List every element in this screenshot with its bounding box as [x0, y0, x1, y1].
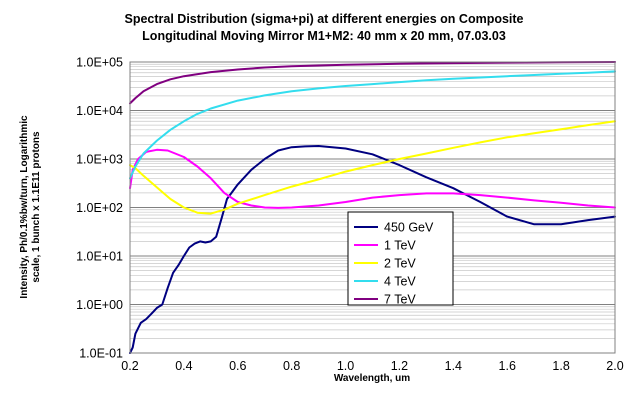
y-tick-label: 1.0E+00 [76, 298, 123, 312]
y-tick-label: 1.0E-01 [79, 347, 123, 361]
x-tick-label: 1.6 [499, 359, 516, 373]
y-tick-label: 1.0E+02 [76, 201, 123, 215]
y-axis-title-line-1: Intensity, Ph/0.1%bw/turn, Logarithmic [19, 115, 30, 299]
x-tick-label: 1.4 [445, 359, 462, 373]
series-line [129, 61, 616, 105]
legend: 450 GeV 1 TeV 2 TeV 4 TeV 7 TeV [347, 211, 454, 307]
x-tick-label: 1.0 [337, 359, 354, 373]
chart-title-line-1: Spectral Distribution (sigma+pi) at diff… [124, 12, 523, 26]
x-tick-label: 0.8 [283, 359, 300, 373]
legend-label: 4 TeV [384, 275, 416, 289]
legend-label: 450 GeV [384, 221, 434, 235]
x-axis-tick-labels: 0.2 0.4 0.6 0.8 1.0 1.2 1.4 1.6 1.8 2.0 [121, 359, 623, 373]
x-tick-label: 0.6 [229, 359, 246, 373]
y-tick-label: 1.0E+03 [76, 153, 123, 167]
legend-label: 7 TeV [384, 293, 416, 307]
series-lines [129, 61, 616, 354]
series-line [129, 145, 616, 354]
y-tick-label: 1.0E+05 [76, 56, 123, 70]
y-axis-title-line-2: scale, 1 bunch x 1.1E11 protons [31, 131, 42, 283]
x-tick-label: 1.2 [391, 359, 408, 373]
x-tick-label: 0.4 [175, 359, 192, 373]
legend-label: 1 TeV [384, 239, 416, 253]
series-line [129, 120, 616, 215]
x-tick-label: 1.8 [552, 359, 569, 373]
series-line [129, 70, 616, 180]
y-axis-tick-labels: 1.0E+05 1.0E+04 1.0E+03 1.0E+02 1.0E+01 1.0E+… [76, 56, 123, 361]
legend-label: 2 TeV [384, 257, 416, 271]
x-axis-title: Wavelength, um [334, 373, 410, 384]
y-tick-label: 1.0E+01 [76, 250, 123, 264]
series-line [129, 148, 616, 209]
x-tick-label: 2.0 [606, 359, 623, 373]
plot-border [129, 61, 616, 354]
y-axis-title: Intensity, Ph/0.1%bw/turn, Logarithmic s… [19, 115, 42, 299]
x-tick-label: 0.2 [121, 359, 138, 373]
y-tick-label: 1.0E+04 [76, 104, 123, 118]
plot-area [129, 61, 616, 354]
chart-title-line-2: Longitudinal Moving Mirror M1+M2: 40 mm … [142, 29, 506, 43]
